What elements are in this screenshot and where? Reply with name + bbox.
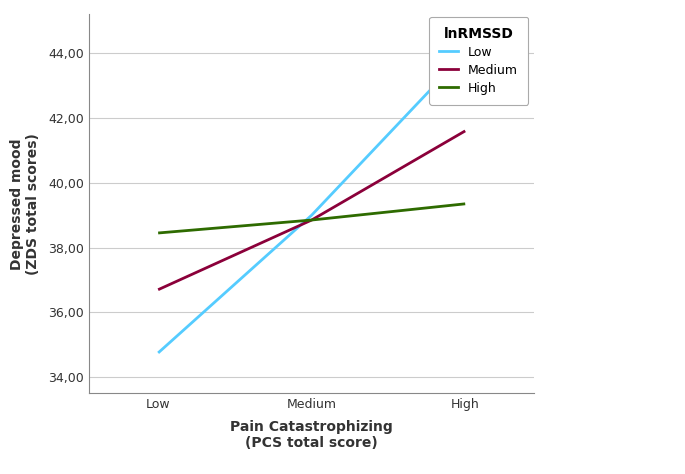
Y-axis label: Depressed mood
(ZDS total scores): Depressed mood (ZDS total scores)	[10, 133, 40, 275]
Line: Medium: Medium	[158, 131, 465, 290]
High	[461, 201, 469, 207]
Low	[461, 50, 469, 56]
Low	[308, 212, 316, 218]
High	[154, 230, 162, 236]
X-axis label: Pain Catastrophizing
(PCS total score): Pain Catastrophizing (PCS total score)	[230, 419, 393, 450]
Medium	[308, 217, 316, 223]
Medium	[154, 287, 162, 292]
Medium	[461, 128, 469, 134]
Legend: Low, Medium, High: Low, Medium, High	[429, 17, 528, 105]
High	[308, 217, 316, 223]
Line: High: High	[158, 204, 465, 233]
Line: Low: Low	[158, 53, 465, 353]
Low	[154, 350, 162, 356]
